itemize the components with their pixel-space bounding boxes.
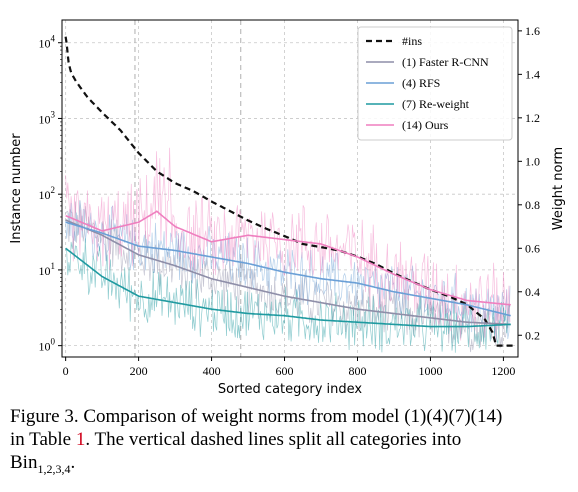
series-lines xyxy=(64,36,515,347)
y-left-tick-label: 104 xyxy=(39,34,56,51)
y-right-tick-label: 0.8 xyxy=(525,198,540,212)
series-line xyxy=(65,247,511,328)
figure-caption: Figure 3. Comparison of weight norms fro… xyxy=(10,406,570,476)
series-noise-layer xyxy=(65,147,511,353)
y-left-tick-label: 100 xyxy=(39,337,56,354)
y-right-tick-label: 0.2 xyxy=(525,328,540,342)
series-line xyxy=(65,221,511,317)
legend-label: (1) Faster R-CNN xyxy=(402,55,489,69)
y-right-tick-label: 1.0 xyxy=(525,154,540,168)
series-line xyxy=(65,210,511,306)
legend-label: (7) Re-weight xyxy=(402,97,470,111)
caption-line-3-post: . xyxy=(70,451,76,473)
y-right-tick-label: 0.4 xyxy=(525,285,540,299)
caption-line-2-post: . The vertical dashed lines split all ca… xyxy=(85,428,462,450)
y-axis-left-label: Instance number xyxy=(9,133,24,244)
caption-line-3-pre: Bin xyxy=(10,451,38,473)
legend-label: (4) RFS xyxy=(402,76,440,90)
x-tick-label: 400 xyxy=(203,364,221,378)
series-line xyxy=(64,36,515,347)
x-tick-label: 800 xyxy=(348,364,366,378)
series-raw-trace xyxy=(65,238,511,353)
x-tick-label: 600 xyxy=(276,364,294,378)
legend-label: #ins xyxy=(402,34,422,48)
y-right-tick-label: 1.4 xyxy=(525,67,540,81)
caption-bin-subscript: 1,2,3,4 xyxy=(37,461,71,476)
y-right-tick-label: 1.2 xyxy=(525,111,540,125)
x-tick-label: 1200 xyxy=(491,364,515,378)
y-right-tick-label: 1.6 xyxy=(525,24,540,38)
bin-boundaries xyxy=(134,20,242,357)
x-tick-label: 0 xyxy=(63,364,69,378)
series-line xyxy=(65,219,511,326)
y-axis-right-label: Weight norm xyxy=(551,147,566,230)
y-left-tick-label: 102 xyxy=(39,185,56,202)
caption-table-ref[interactable]: 1 xyxy=(75,428,86,450)
x-axis-label: Sorted category index xyxy=(218,382,362,397)
weight-norm-chart: 0 200 400 600 800 1000 1200 100 101 102 103 104 0.2 0… xyxy=(9,19,566,397)
axis-ticks: 0 200 400 600 800 1000 1200 100 101 102 103 104 0.2 0… xyxy=(39,24,541,378)
legend-box xyxy=(357,26,513,141)
legend: #ins (1) Faster R-CNN (4) RFS (7) Re-weight… xyxy=(357,26,513,141)
caption-line-2-pre: in Table xyxy=(10,428,76,450)
y-left-tick-label: 101 xyxy=(39,261,56,278)
legend-label: (14) Ours xyxy=(402,118,449,132)
y-right-tick-label: 0.6 xyxy=(525,241,540,255)
x-tick-label: 200 xyxy=(130,364,148,378)
y-left-tick-label: 103 xyxy=(39,109,56,126)
caption-line-1: Figure 3. Comparison of weight norms fro… xyxy=(10,406,503,427)
plot-frame xyxy=(61,19,519,358)
x-tick-label: 1000 xyxy=(418,364,442,378)
